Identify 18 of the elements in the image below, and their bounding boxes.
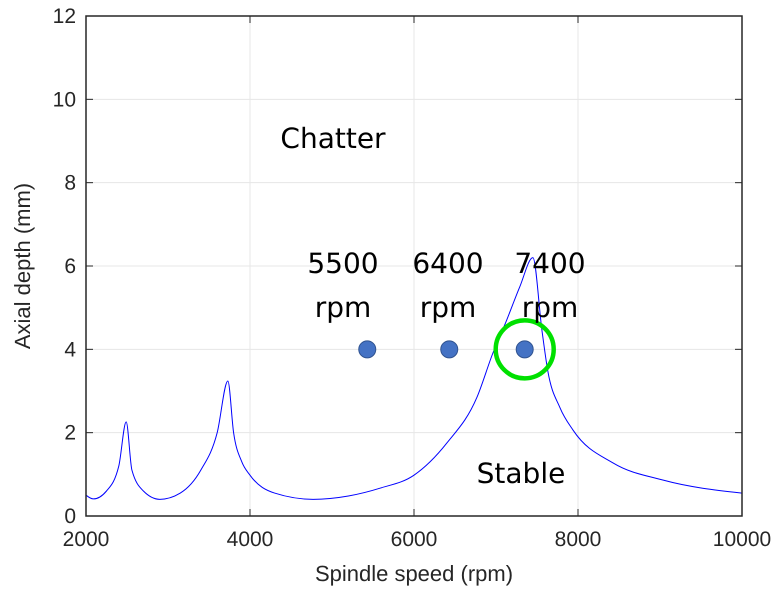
x-axis-title: Spindle speed (rpm) (314, 561, 514, 586)
y-tick-label: 0 (64, 505, 76, 528)
y-tick-label: 6 (64, 255, 76, 278)
y-tick-label: 4 (64, 338, 76, 362)
y-tick-label: 12 (52, 5, 76, 28)
y-tick-label: 2 (64, 422, 76, 445)
x-tick-label: 10000 (712, 528, 772, 551)
annotation: 6400 rpm (412, 247, 484, 324)
y-tick-label: 10 (52, 88, 76, 112)
x-tick-label: 6000 (390, 528, 438, 551)
y-axis-title: Axial depth (mm) (10, 182, 35, 350)
annotation: Stable (476, 457, 566, 490)
x-tick-label: 8000 (554, 528, 602, 551)
annotation: 5500 rpm (307, 247, 379, 324)
x-tick-label: 4000 (226, 528, 274, 551)
y-tick-label: 8 (64, 172, 76, 195)
annotation: Chatter (280, 122, 386, 155)
x-tick-label: 2000 (62, 528, 110, 551)
